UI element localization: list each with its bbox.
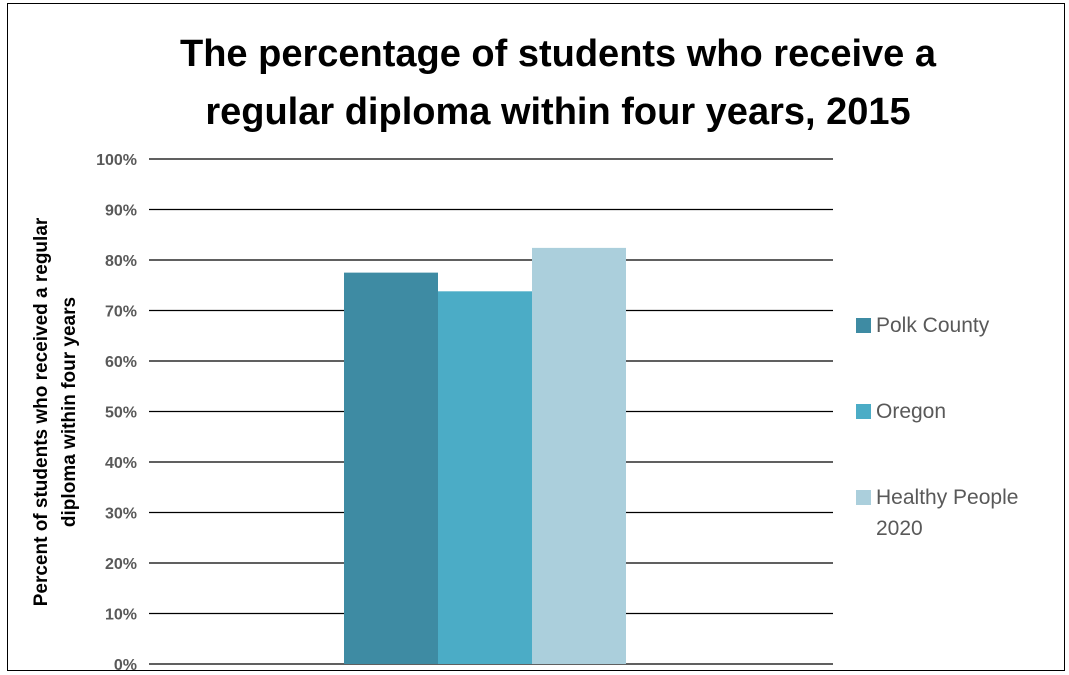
legend-label: Oregon bbox=[876, 400, 946, 423]
bar-oregon bbox=[438, 291, 532, 664]
legend-label: Healthy People bbox=[876, 486, 1018, 509]
legend-swatch bbox=[856, 490, 871, 505]
chart-frame: The percentage of students who receive a… bbox=[7, 3, 1065, 672]
chart-svg: The percentage of students who receive a… bbox=[31, 33, 1018, 672]
bar-healthy-people-2020 bbox=[532, 247, 626, 664]
y-tick-label: 50% bbox=[105, 405, 137, 422]
chart-title-line-1: The percentage of students who receive a bbox=[180, 33, 937, 75]
y-tick-label: 20% bbox=[105, 556, 137, 573]
bar-polk-county bbox=[344, 272, 438, 664]
y-tick-label: 40% bbox=[105, 455, 137, 472]
y-tick-label: 90% bbox=[105, 203, 137, 220]
y-tick-label: 60% bbox=[105, 354, 137, 371]
chart-title: The percentage of students who receive a… bbox=[180, 33, 937, 133]
legend-label: 2020 bbox=[876, 517, 923, 540]
y-tick-label: 80% bbox=[105, 253, 137, 270]
legend-swatch bbox=[856, 318, 871, 333]
y-axis-title-line-2: diploma within four years bbox=[59, 297, 80, 527]
y-tick-label: 10% bbox=[105, 607, 137, 624]
legend-label: Polk County bbox=[876, 314, 990, 337]
legend: Polk County Oregon Healthy People 2020 bbox=[856, 314, 1018, 540]
y-axis-ticks: 0% 10% 20% 30% 40% 50% 60% 70% 80% 90% 100% bbox=[96, 152, 137, 672]
y-axis-title-line-1: Percent of students who received a regul… bbox=[31, 217, 52, 606]
chart-title-line-2: regular diploma within four years, 2015 bbox=[205, 91, 910, 133]
y-tick-label: 70% bbox=[105, 304, 137, 321]
y-tick-label: 100% bbox=[96, 152, 137, 169]
bars bbox=[344, 247, 626, 664]
y-axis-title: Percent of students who received a regul… bbox=[31, 217, 80, 606]
y-tick-label: 30% bbox=[105, 506, 137, 523]
legend-swatch bbox=[856, 404, 871, 419]
y-tick-label: 0% bbox=[114, 657, 137, 672]
